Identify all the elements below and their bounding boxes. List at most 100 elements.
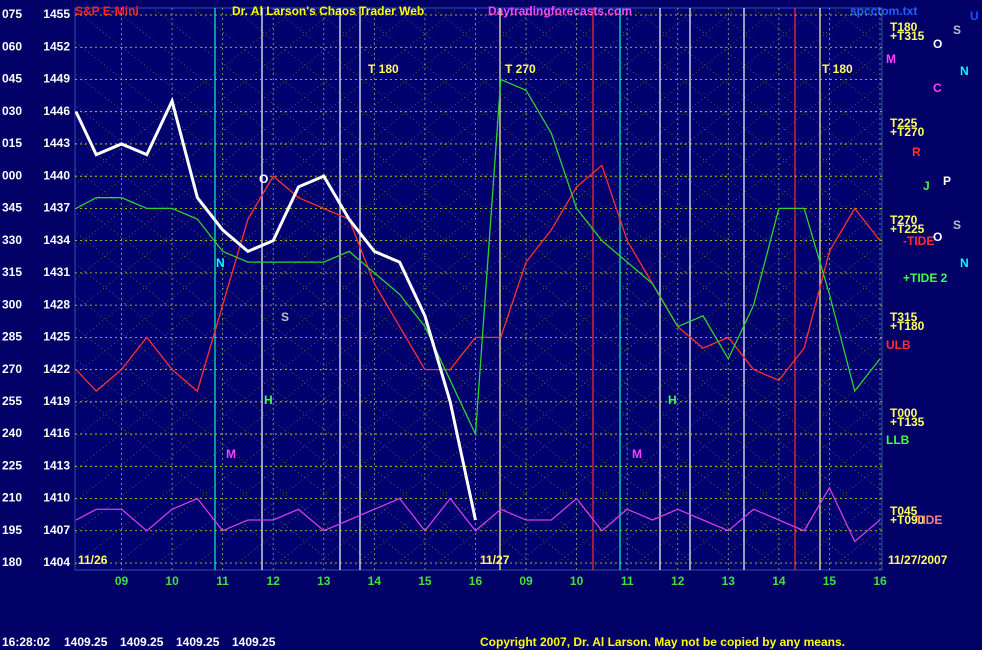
lattice-line xyxy=(75,73,696,566)
lattice-line xyxy=(234,51,882,566)
lattice-line xyxy=(474,9,882,334)
lattice-line xyxy=(75,231,496,566)
x-tick-label: 13 xyxy=(317,574,331,588)
lattice-line xyxy=(754,9,882,112)
lattice-line xyxy=(75,9,736,534)
y-tick-label: 1431 xyxy=(43,265,70,279)
y-tick-label: 1440 xyxy=(43,168,70,182)
x-tick-label: 10 xyxy=(570,574,584,588)
chart-title: Dr. Al Larson's Chaos Trader Web xyxy=(232,4,424,18)
lattice-line xyxy=(75,9,336,217)
angle-label: 225 xyxy=(2,458,22,472)
annotation: T000 xyxy=(890,406,918,420)
annotation: -TIDE xyxy=(903,234,934,248)
lattice-line xyxy=(514,9,882,302)
lattice-line xyxy=(75,9,616,439)
lattice-line xyxy=(274,9,882,492)
annotation: O xyxy=(933,230,942,244)
x-tick-label: 14 xyxy=(772,574,786,588)
annotation: T270 xyxy=(890,213,918,227)
site: Daytradingforecasts.com xyxy=(488,4,632,18)
lattice-line xyxy=(75,295,416,566)
angle-label: 195 xyxy=(2,523,22,537)
lattice-line xyxy=(194,9,882,556)
annotation: M xyxy=(226,447,236,461)
annotation: T 180 xyxy=(368,62,399,76)
lattice-line xyxy=(75,199,536,566)
angle-label: 345 xyxy=(2,201,22,215)
lattice-line xyxy=(75,104,656,566)
x-tick-label: 11 xyxy=(621,574,634,588)
annotation: M xyxy=(632,447,642,461)
x-tick-label: 16 xyxy=(469,574,483,588)
y-tick-label: 1419 xyxy=(43,394,70,408)
annotation: 11/27/2007 xyxy=(888,553,948,567)
copyright: Copyright 2007, Dr. Al Larson. May not b… xyxy=(480,635,845,649)
lattice-line xyxy=(434,210,882,566)
annotation: T045 xyxy=(890,504,918,518)
y-tick-label: 1416 xyxy=(43,426,70,440)
x-tick-label: 15 xyxy=(418,574,432,588)
lattice-line xyxy=(75,263,456,566)
x-tick-label: 15 xyxy=(823,574,837,588)
y-tick-label: 1422 xyxy=(43,362,70,376)
angle-label: 300 xyxy=(2,297,22,311)
series-line xyxy=(75,164,881,393)
lattice-line xyxy=(75,9,456,312)
annotation: C xyxy=(933,81,942,95)
x-tick-label: 09 xyxy=(519,574,533,588)
angle-label: 000 xyxy=(2,168,22,182)
lattice-line xyxy=(75,9,376,249)
lattice-line xyxy=(114,9,816,566)
y-tick-label: 1449 xyxy=(43,72,70,86)
annotation: +TIDE 2 xyxy=(903,271,948,285)
annotation: ULB xyxy=(886,338,911,352)
lattice-line xyxy=(594,337,882,566)
annotation: N xyxy=(216,256,225,270)
angle-label: 240 xyxy=(2,426,22,440)
x-tick-label: 09 xyxy=(115,574,129,588)
x-tick-label: 12 xyxy=(267,574,281,588)
annotation: 11/27 xyxy=(480,553,510,567)
angle-label: 060 xyxy=(2,39,22,53)
x-tick-label: 12 xyxy=(671,574,685,588)
angle-label: 270 xyxy=(2,362,22,376)
y-tick-label: 1410 xyxy=(43,491,70,505)
annotation: P xyxy=(943,174,951,188)
annotation: +T180 xyxy=(890,319,925,333)
series-line xyxy=(75,486,881,543)
plot-area xyxy=(74,7,883,571)
lattice-line xyxy=(554,9,882,270)
lattice-line xyxy=(75,358,336,566)
quote: 1409.25 xyxy=(232,635,276,649)
y-tick-label: 1443 xyxy=(43,136,70,150)
quote: 1409.25 xyxy=(64,635,108,649)
lattice-line xyxy=(75,168,576,566)
lattice-line xyxy=(354,146,882,566)
annotation: T 270 xyxy=(505,62,536,76)
series-line xyxy=(74,96,477,521)
lattice xyxy=(75,9,882,566)
annotation: +T090 xyxy=(890,513,925,527)
lattice-line xyxy=(594,9,882,238)
annotation: +T135 xyxy=(890,415,925,429)
lattice-line xyxy=(674,9,882,175)
y-tick-label: 1413 xyxy=(43,458,70,472)
lattice-line xyxy=(474,241,882,566)
series-line xyxy=(75,78,881,437)
angle-label: 315 xyxy=(2,265,22,279)
y-tick-label: 1425 xyxy=(43,330,70,344)
angle-label: 030 xyxy=(2,104,22,118)
y-tick-label: 1455 xyxy=(43,7,70,21)
lattice-line xyxy=(114,9,816,566)
annotation: S xyxy=(953,218,961,232)
lattice-line xyxy=(75,9,776,566)
lattice-line xyxy=(514,273,882,566)
angle-label: 255 xyxy=(2,394,22,408)
x-tick-label: 16 xyxy=(873,574,887,588)
y-tick-label: 1428 xyxy=(43,297,70,311)
status-time: 16:28:02 xyxy=(2,635,50,649)
lattice-line xyxy=(75,136,616,566)
